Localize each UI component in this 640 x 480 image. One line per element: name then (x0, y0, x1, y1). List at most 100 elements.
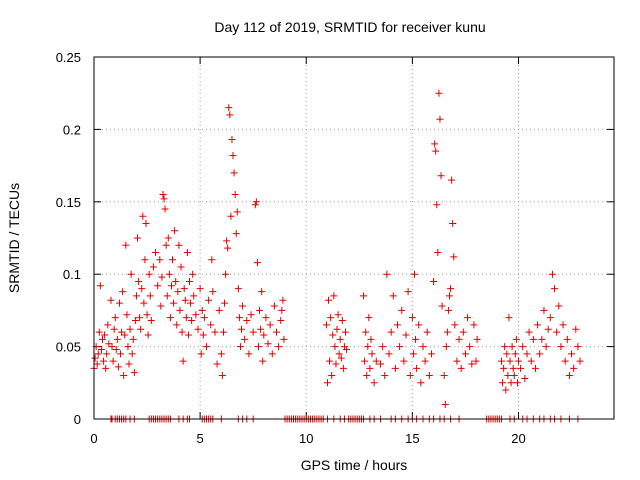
data-point (576, 357, 584, 365)
data-point (410, 270, 418, 278)
data-point (182, 314, 190, 322)
data-point (236, 343, 244, 351)
data-point (270, 302, 278, 310)
data-point (91, 354, 99, 362)
data-point (464, 314, 472, 322)
data-point (101, 331, 109, 339)
data-point (277, 317, 285, 325)
data-point (438, 302, 446, 310)
data-point (362, 328, 370, 336)
data-point (457, 364, 465, 372)
data-point (505, 314, 513, 322)
data-point (156, 256, 164, 264)
data-point (179, 357, 187, 365)
data-point (134, 234, 142, 242)
data-point (139, 212, 147, 220)
data-point (94, 350, 102, 358)
data-point (570, 364, 578, 372)
data-point (152, 248, 160, 256)
data-point (167, 282, 175, 290)
data-point (512, 335, 520, 343)
data-point (442, 343, 450, 351)
data-point (338, 317, 346, 325)
data-point (502, 386, 510, 394)
data-point (199, 331, 207, 339)
data-points (90, 89, 584, 423)
data-point (446, 292, 454, 300)
data-point (398, 306, 406, 314)
data-point (126, 325, 134, 333)
data-point (224, 244, 232, 252)
data-point (241, 335, 249, 343)
data-point (135, 277, 143, 285)
data-point (332, 360, 340, 368)
data-point (104, 321, 112, 329)
data-point (187, 299, 195, 307)
data-point (98, 335, 106, 343)
data-point (194, 325, 202, 333)
data-point (404, 288, 412, 296)
data-point (154, 282, 162, 290)
data-point (525, 328, 533, 336)
data-point (145, 270, 153, 278)
data-point (239, 302, 247, 310)
y-tick-label: 0.25 (56, 50, 81, 65)
x-tick-label: 15 (405, 431, 419, 446)
data-point (415, 321, 423, 329)
data-point (470, 321, 478, 329)
data-point (342, 328, 350, 336)
data-point (433, 201, 441, 209)
data-point (243, 317, 251, 325)
data-point (165, 270, 173, 278)
data-point (412, 335, 420, 343)
data-point (112, 345, 120, 353)
data-point (159, 191, 167, 199)
data-point (93, 360, 101, 368)
data-point (367, 335, 375, 343)
data-point (449, 220, 457, 228)
data-point (431, 140, 439, 148)
data-point (521, 374, 529, 382)
data-point (363, 372, 371, 380)
data-point (251, 201, 259, 209)
data-point (110, 325, 118, 333)
data-point (192, 311, 200, 319)
data-point (183, 248, 191, 256)
data-point (419, 343, 427, 351)
data-point (128, 350, 136, 358)
data-point (279, 296, 287, 304)
data-point (322, 321, 330, 329)
data-point (440, 372, 448, 380)
data-point (105, 340, 113, 348)
data-point (333, 325, 341, 333)
data-point (124, 343, 132, 351)
data-point (396, 343, 404, 351)
data-point (459, 328, 467, 336)
data-point (129, 335, 137, 343)
data-point (109, 357, 117, 365)
data-point (510, 372, 518, 380)
data-point (174, 288, 182, 296)
data-point (427, 350, 435, 358)
data-point (337, 354, 345, 362)
data-point (175, 241, 183, 249)
data-point (517, 364, 525, 372)
data-point (190, 292, 198, 300)
data-point (413, 364, 421, 372)
data-point (166, 314, 174, 322)
x-tick-label: 5 (197, 431, 204, 446)
y-tick-label: 0.2 (63, 122, 81, 137)
data-point (180, 285, 188, 293)
data-point (107, 296, 115, 304)
data-point (200, 314, 208, 322)
data-point (245, 350, 253, 358)
data-point (219, 328, 227, 336)
data-point (366, 364, 374, 372)
data-point (178, 328, 186, 336)
data-point (548, 270, 556, 278)
data-point (551, 285, 559, 293)
data-point (501, 343, 509, 351)
data-point (508, 343, 516, 351)
data-point (213, 360, 221, 368)
